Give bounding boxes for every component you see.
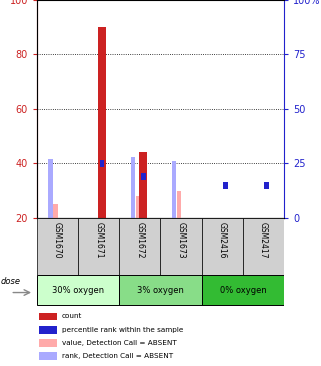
Text: 30% oxygen: 30% oxygen — [52, 285, 104, 295]
Bar — [131, 157, 135, 218]
Bar — [136, 196, 140, 218]
Bar — [119, 275, 202, 305]
Text: percentile rank within the sample: percentile rank within the sample — [62, 327, 183, 333]
Bar — [48, 159, 53, 218]
Bar — [39, 313, 57, 320]
FancyBboxPatch shape — [243, 218, 284, 274]
Text: GSM1673: GSM1673 — [177, 222, 186, 259]
Text: GSM1670: GSM1670 — [53, 222, 62, 259]
Text: 3% oxygen: 3% oxygen — [137, 285, 184, 295]
Text: dose: dose — [1, 277, 21, 286]
FancyBboxPatch shape — [202, 218, 243, 274]
Text: GSM1672: GSM1672 — [135, 222, 144, 259]
Bar — [223, 182, 228, 188]
Text: rank, Detection Call = ABSENT: rank, Detection Call = ABSENT — [62, 353, 173, 359]
FancyBboxPatch shape — [160, 218, 202, 274]
Bar — [37, 275, 119, 305]
Bar — [39, 352, 57, 360]
Bar — [39, 339, 57, 347]
Text: GSM2416: GSM2416 — [218, 222, 227, 259]
Text: GSM1671: GSM1671 — [94, 222, 103, 259]
Bar — [177, 191, 181, 218]
Bar — [264, 182, 269, 188]
Bar — [140, 152, 147, 218]
FancyBboxPatch shape — [37, 218, 78, 274]
Bar — [100, 160, 104, 167]
Bar — [172, 161, 176, 218]
Text: value, Detection Call = ABSENT: value, Detection Call = ABSENT — [62, 340, 176, 346]
Bar — [98, 27, 106, 218]
Text: GSM2417: GSM2417 — [259, 222, 268, 259]
Text: count: count — [62, 314, 82, 320]
FancyBboxPatch shape — [78, 218, 119, 274]
Text: 0% oxygen: 0% oxygen — [220, 285, 266, 295]
Bar — [39, 326, 57, 334]
Bar — [53, 204, 57, 218]
FancyBboxPatch shape — [119, 218, 160, 274]
Bar — [202, 275, 284, 305]
Bar — [141, 173, 146, 180]
